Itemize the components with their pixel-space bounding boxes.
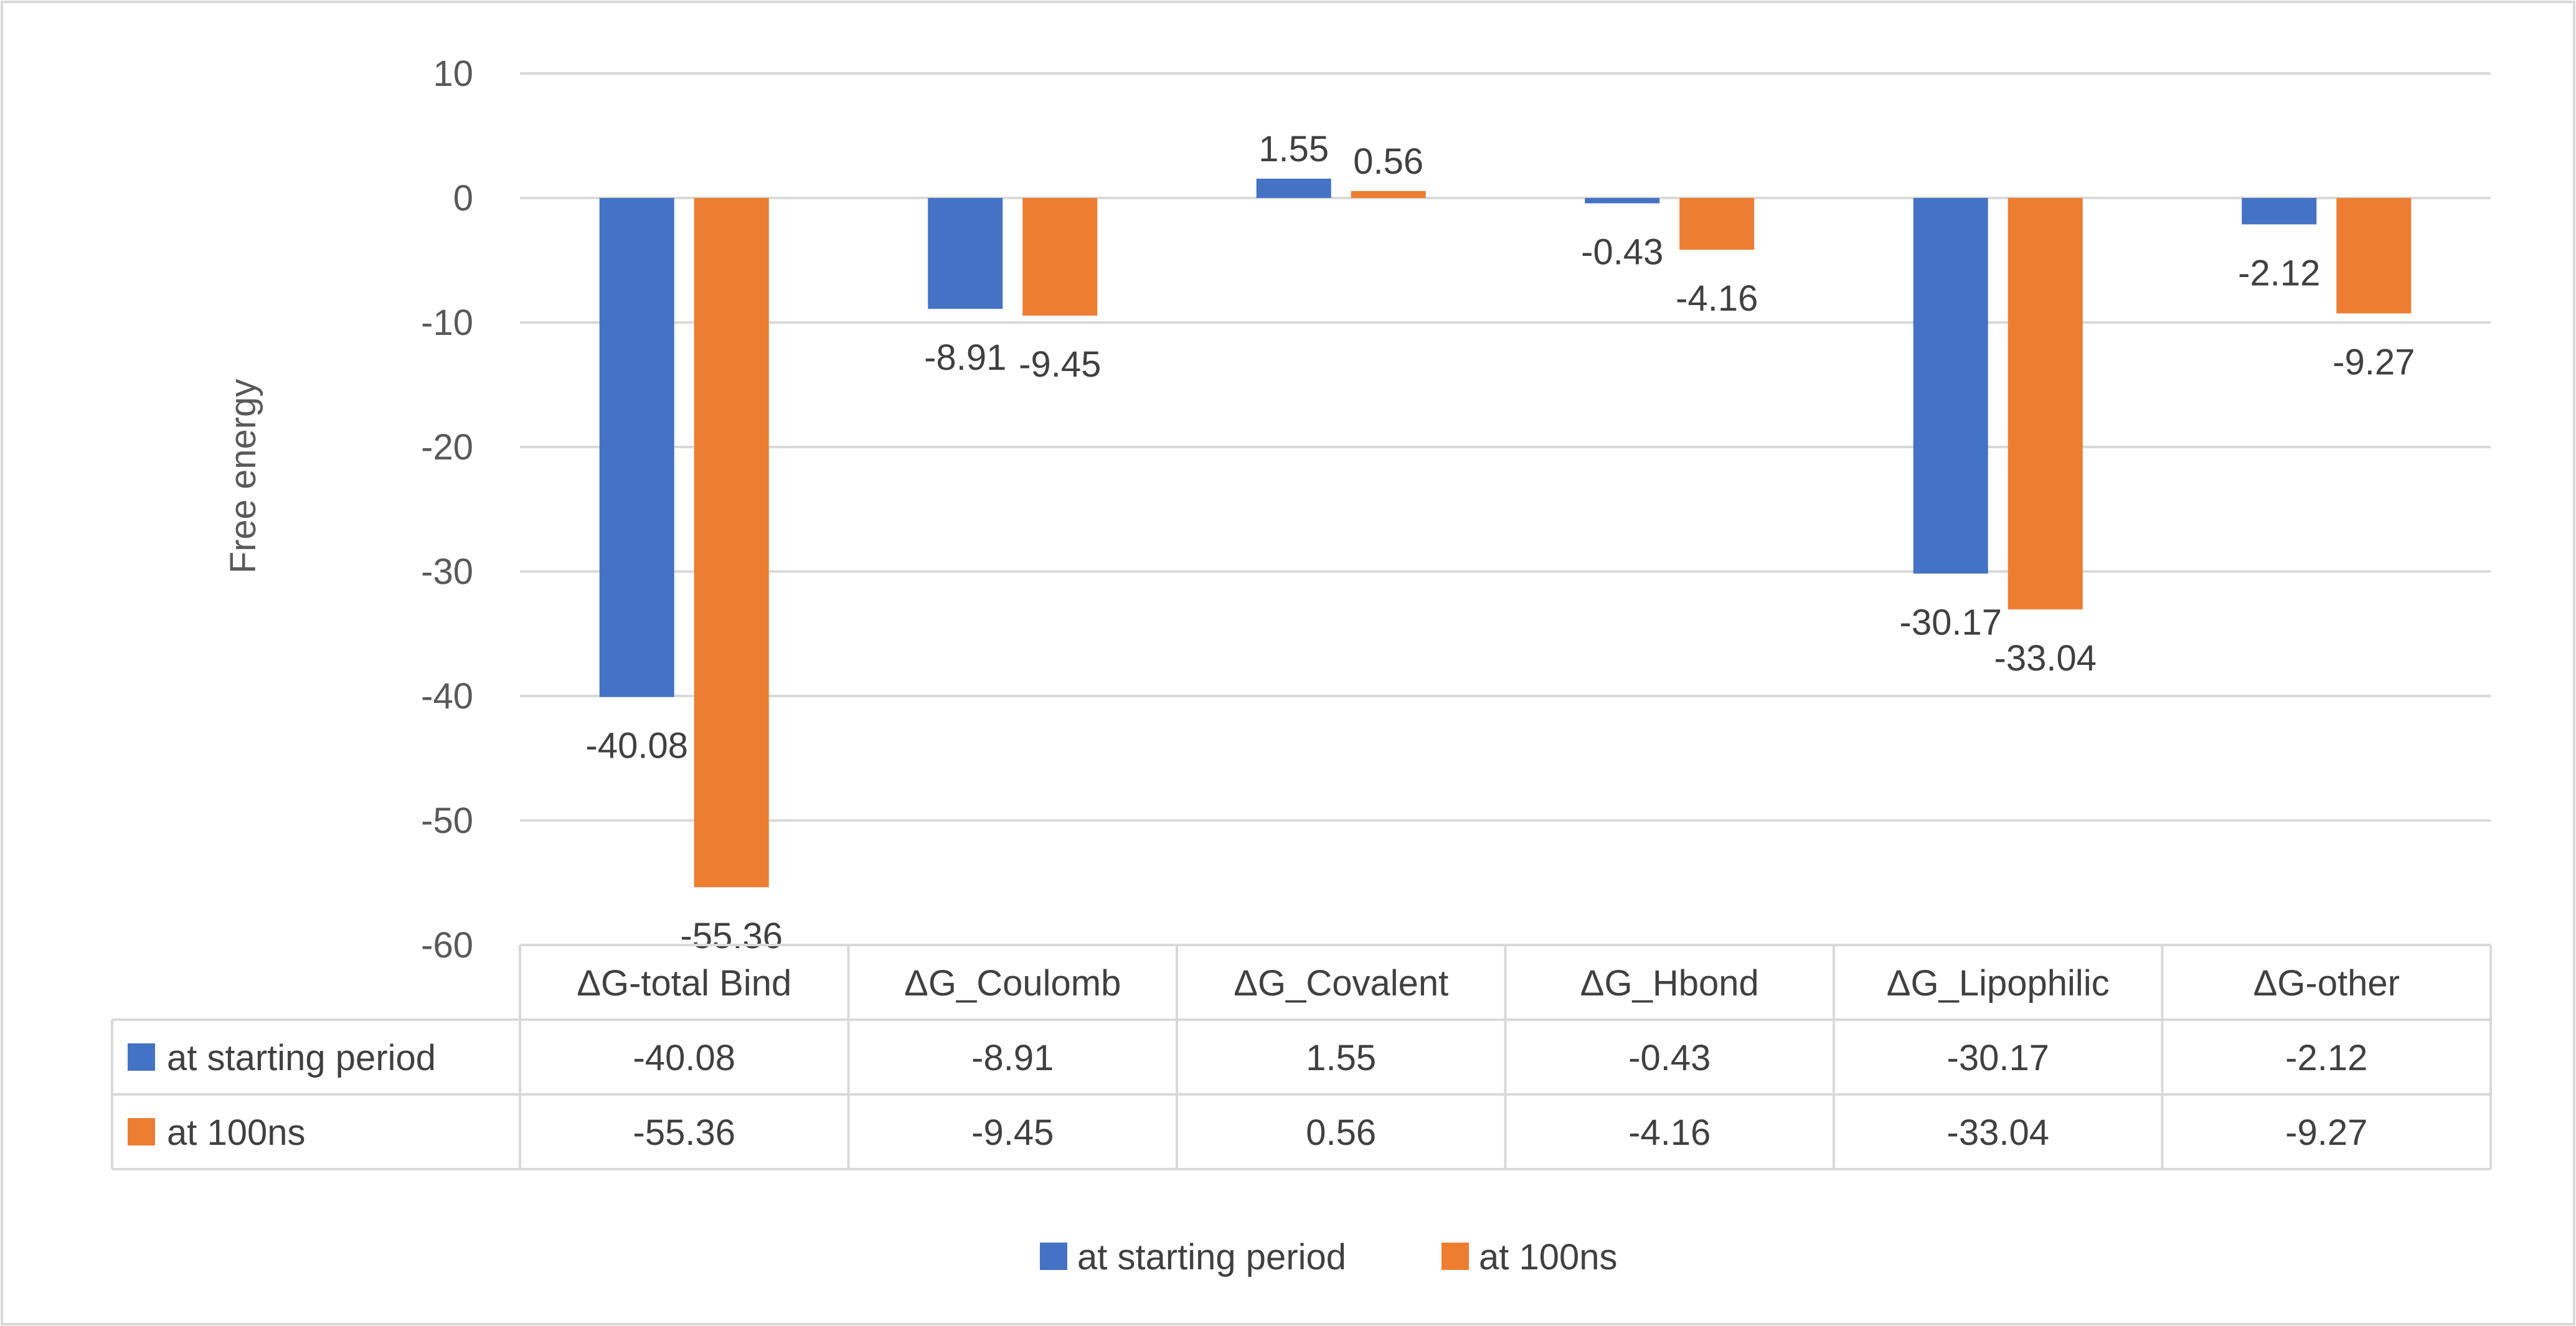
bar [928, 198, 1003, 309]
data-label: -30.17 [1900, 602, 2002, 642]
y-tick-label: 10 [433, 54, 473, 94]
legend: at starting period at 100ns [1040, 1237, 1618, 1277]
table-cell: -30.17 [1947, 1038, 2049, 1078]
y-tick-label: 0 [453, 178, 473, 219]
legend-label: at starting period [1077, 1237, 1346, 1277]
bar [1022, 198, 1098, 316]
table-cell: -55.36 [633, 1112, 735, 1153]
table-cell: -9.27 [2285, 1112, 2367, 1153]
bar [2242, 198, 2317, 225]
legend-label: at 100ns [1479, 1237, 1618, 1277]
data-label: -9.27 [2333, 342, 2415, 382]
table-cell: -8.91 [971, 1038, 1054, 1078]
category-label: ΔG_Lipophilic [1887, 963, 2110, 1004]
bar [1679, 198, 1755, 250]
bar [1585, 198, 1660, 204]
table-cell: -33.04 [1947, 1112, 2049, 1153]
data-label: -4.16 [1676, 278, 1758, 319]
y-tick-label: -60 [421, 925, 473, 966]
table-cell: 0.56 [1306, 1112, 1376, 1153]
table-legend-key [128, 1118, 155, 1145]
data-label: -0.43 [1581, 232, 1663, 273]
gridlines [520, 72, 2491, 946]
table-cell: -40.08 [633, 1038, 735, 1078]
table-cell: -0.43 [1628, 1038, 1710, 1078]
data-label: -2.12 [2238, 253, 2320, 293]
bar [1913, 198, 1988, 574]
table-series-name: at 100ns [167, 1112, 306, 1153]
y-tick-label: -20 [421, 427, 473, 468]
category-label: ΔG-other [2253, 963, 2400, 1004]
bar [694, 198, 769, 888]
table-cell: -2.12 [2285, 1038, 2367, 1078]
table-series-name: at starting period [167, 1038, 436, 1078]
y-tick-label: -50 [421, 801, 473, 841]
y-axis-ticks: -60 -50 -40 -30 -20 -10 0 10 [421, 54, 473, 966]
category-label: ΔG_Covalent [1234, 963, 1448, 1004]
data-label: 0.56 [1353, 141, 1423, 182]
bar [599, 198, 674, 697]
data-label: -55.36 [681, 916, 783, 956]
y-axis-label: Free energy [223, 379, 263, 574]
y-tick-label: -30 [421, 552, 473, 592]
legend-key [1441, 1243, 1469, 1270]
data-label: 1.55 [1258, 129, 1329, 169]
legend-key [1040, 1243, 1067, 1270]
bar [1256, 179, 1331, 198]
data-label: -40.08 [586, 726, 688, 766]
category-label: ΔG_Hbond [1580, 963, 1759, 1004]
bar [2336, 198, 2412, 314]
category-label: ΔG-total Bind [577, 963, 791, 1004]
table-cell: 1.55 [1306, 1038, 1376, 1078]
data-labels: -40.08 -8.91 1.55 -0.43 -30.17 -2.12 -55.36 -9.… [586, 129, 2415, 956]
y-tick-label: -40 [421, 676, 473, 717]
bar-series [599, 179, 2412, 888]
table-cell: -9.45 [971, 1112, 1054, 1153]
category-label: ΔG_Coulomb [904, 963, 1121, 1004]
data-label: -8.91 [924, 337, 1006, 378]
bar [2007, 198, 2083, 609]
data-table: ΔG-total Bind ΔG_Coulomb ΔG_Covalent ΔG_Hbo… [111, 944, 2492, 1170]
data-label: -9.45 [1019, 344, 1101, 385]
bar [1351, 190, 1426, 198]
data-label: -33.04 [1994, 638, 2097, 679]
table-cell: -4.16 [1628, 1112, 1710, 1153]
y-tick-label: -10 [421, 303, 473, 343]
table-legend-key [128, 1043, 155, 1071]
